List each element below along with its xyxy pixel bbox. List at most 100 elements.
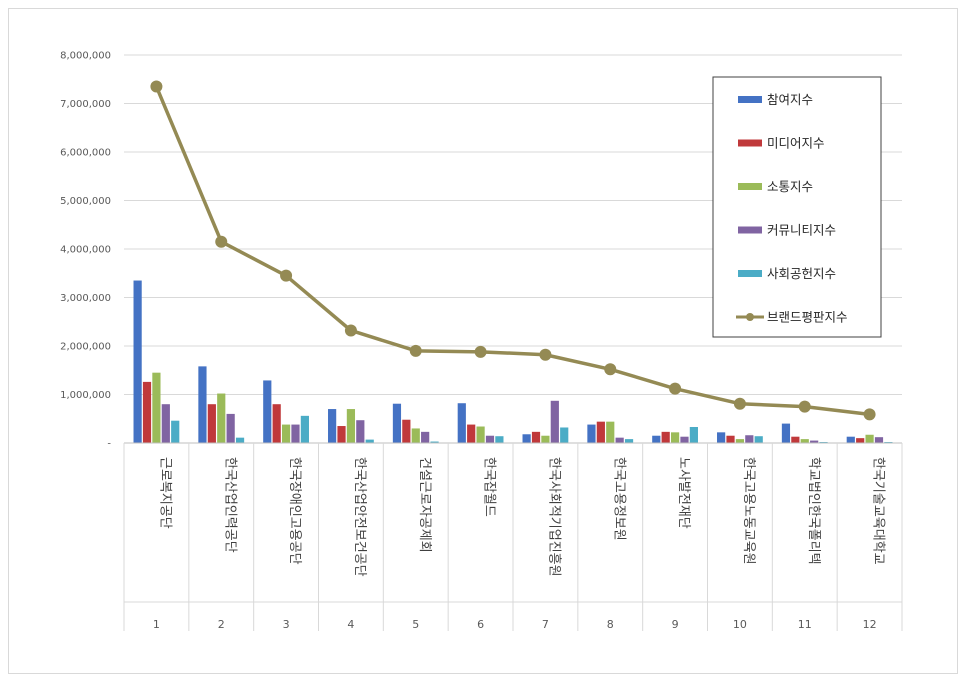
category-label: 건설근로자공제회 — [417, 457, 432, 553]
bar — [754, 436, 763, 443]
legend-swatch — [738, 270, 762, 277]
bar — [198, 366, 207, 443]
bar — [346, 409, 356, 443]
category-number: 9 — [672, 618, 679, 631]
bar — [810, 440, 819, 443]
category-label: 한국고용노동교육원 — [741, 457, 756, 565]
bar — [328, 409, 337, 443]
bar — [161, 404, 170, 443]
bar — [356, 420, 365, 443]
y-tick-label: 5,000,000 — [60, 196, 111, 207]
bar — [207, 404, 216, 443]
line-point — [280, 269, 293, 282]
bar — [485, 435, 495, 443]
legend-label: 소통지수 — [767, 179, 813, 194]
line-point — [669, 382, 682, 395]
category-number: 11 — [798, 618, 812, 631]
y-tick-label: 6,000,000 — [60, 148, 111, 159]
line-point — [215, 235, 228, 248]
bar — [476, 426, 485, 443]
category-number: 3 — [283, 618, 290, 631]
category-label: 노사발전재단 — [676, 457, 691, 529]
category-number: 6 — [477, 618, 484, 631]
bar — [467, 424, 476, 443]
bar — [217, 393, 226, 443]
bar — [495, 436, 504, 443]
legend-marker — [746, 313, 754, 321]
category-label: 한국잡월드 — [482, 457, 497, 517]
bar — [680, 436, 689, 443]
category-number: 8 — [607, 618, 614, 631]
bar — [300, 415, 309, 443]
bar — [263, 380, 272, 443]
bar — [652, 435, 661, 443]
y-tick-label: 3,000,000 — [60, 293, 111, 304]
bar — [365, 439, 374, 443]
category-number: 4 — [347, 618, 354, 631]
bars — [133, 280, 893, 443]
category-number: 7 — [542, 618, 549, 631]
bar — [781, 423, 791, 443]
legend-swatch — [738, 139, 762, 147]
bar — [142, 381, 152, 443]
chart-svg: - 1,000,000 2,000,000 3,000,000 4,000,000 5,0… — [60, 51, 903, 631]
bar — [856, 438, 865, 443]
category-number: 5 — [412, 618, 419, 631]
category-label: 한국장애인고용공단 — [287, 457, 302, 565]
category-label: 한국기술교육대학교 — [871, 457, 886, 565]
bar — [661, 431, 670, 443]
line-point — [344, 324, 357, 337]
legend-label: 브랜드평판지수 — [767, 310, 848, 325]
bar — [291, 424, 300, 443]
bar — [745, 435, 754, 443]
line-point — [150, 80, 163, 93]
bar — [421, 431, 430, 443]
bar — [800, 439, 809, 443]
bar — [226, 413, 235, 443]
bar — [541, 435, 550, 443]
bar — [531, 431, 541, 443]
category-label: 학교법인한국폴리텍 — [806, 457, 821, 565]
category-number: 2 — [218, 618, 225, 631]
gridlines — [124, 54, 902, 444]
category-number: 10 — [733, 618, 747, 631]
bar — [272, 404, 281, 443]
x-axis: 근로복지공단 1 한국산업인력공단 2 한국장애인고용공단 3 한국산업안전보건공단 4 건설근… — [123, 442, 903, 631]
category-number: 1 — [153, 618, 160, 631]
bar — [874, 437, 884, 443]
line-point — [539, 348, 552, 361]
line-point — [409, 344, 422, 357]
line-series — [150, 80, 876, 421]
y-tick-label: 4,000,000 — [60, 245, 111, 256]
bar — [281, 424, 291, 443]
bar — [846, 436, 855, 443]
y-tick-label: 7,000,000 — [60, 99, 111, 110]
bar — [152, 372, 161, 443]
bar — [171, 420, 180, 443]
y-axis: - 1,000,000 2,000,000 3,000,000 4,000,000 5,0… — [60, 51, 111, 450]
legend-label: 사회공헌지수 — [767, 266, 836, 281]
bar — [411, 428, 420, 443]
bar — [560, 427, 569, 443]
line-path — [154, 85, 870, 417]
y-tick-label: - — [107, 439, 111, 450]
bar — [392, 403, 402, 443]
bar — [587, 424, 596, 443]
line-point — [474, 345, 487, 358]
category-label: 근로복지공단 — [157, 457, 172, 529]
bar — [717, 432, 726, 443]
y-tick-label: 2,000,000 — [60, 342, 111, 353]
line-point — [798, 400, 811, 413]
bar — [791, 436, 800, 443]
line-point — [733, 397, 746, 410]
y-tick-label: 8,000,000 — [60, 51, 111, 62]
bar — [550, 400, 559, 443]
category-number: 12 — [863, 618, 877, 631]
bar — [726, 435, 735, 443]
category-label: 한국고용정보원 — [611, 457, 626, 541]
legend-swatch — [738, 96, 762, 103]
bar — [402, 419, 411, 443]
bar — [430, 441, 439, 443]
category-label: 한국산업인력공단 — [222, 457, 237, 553]
